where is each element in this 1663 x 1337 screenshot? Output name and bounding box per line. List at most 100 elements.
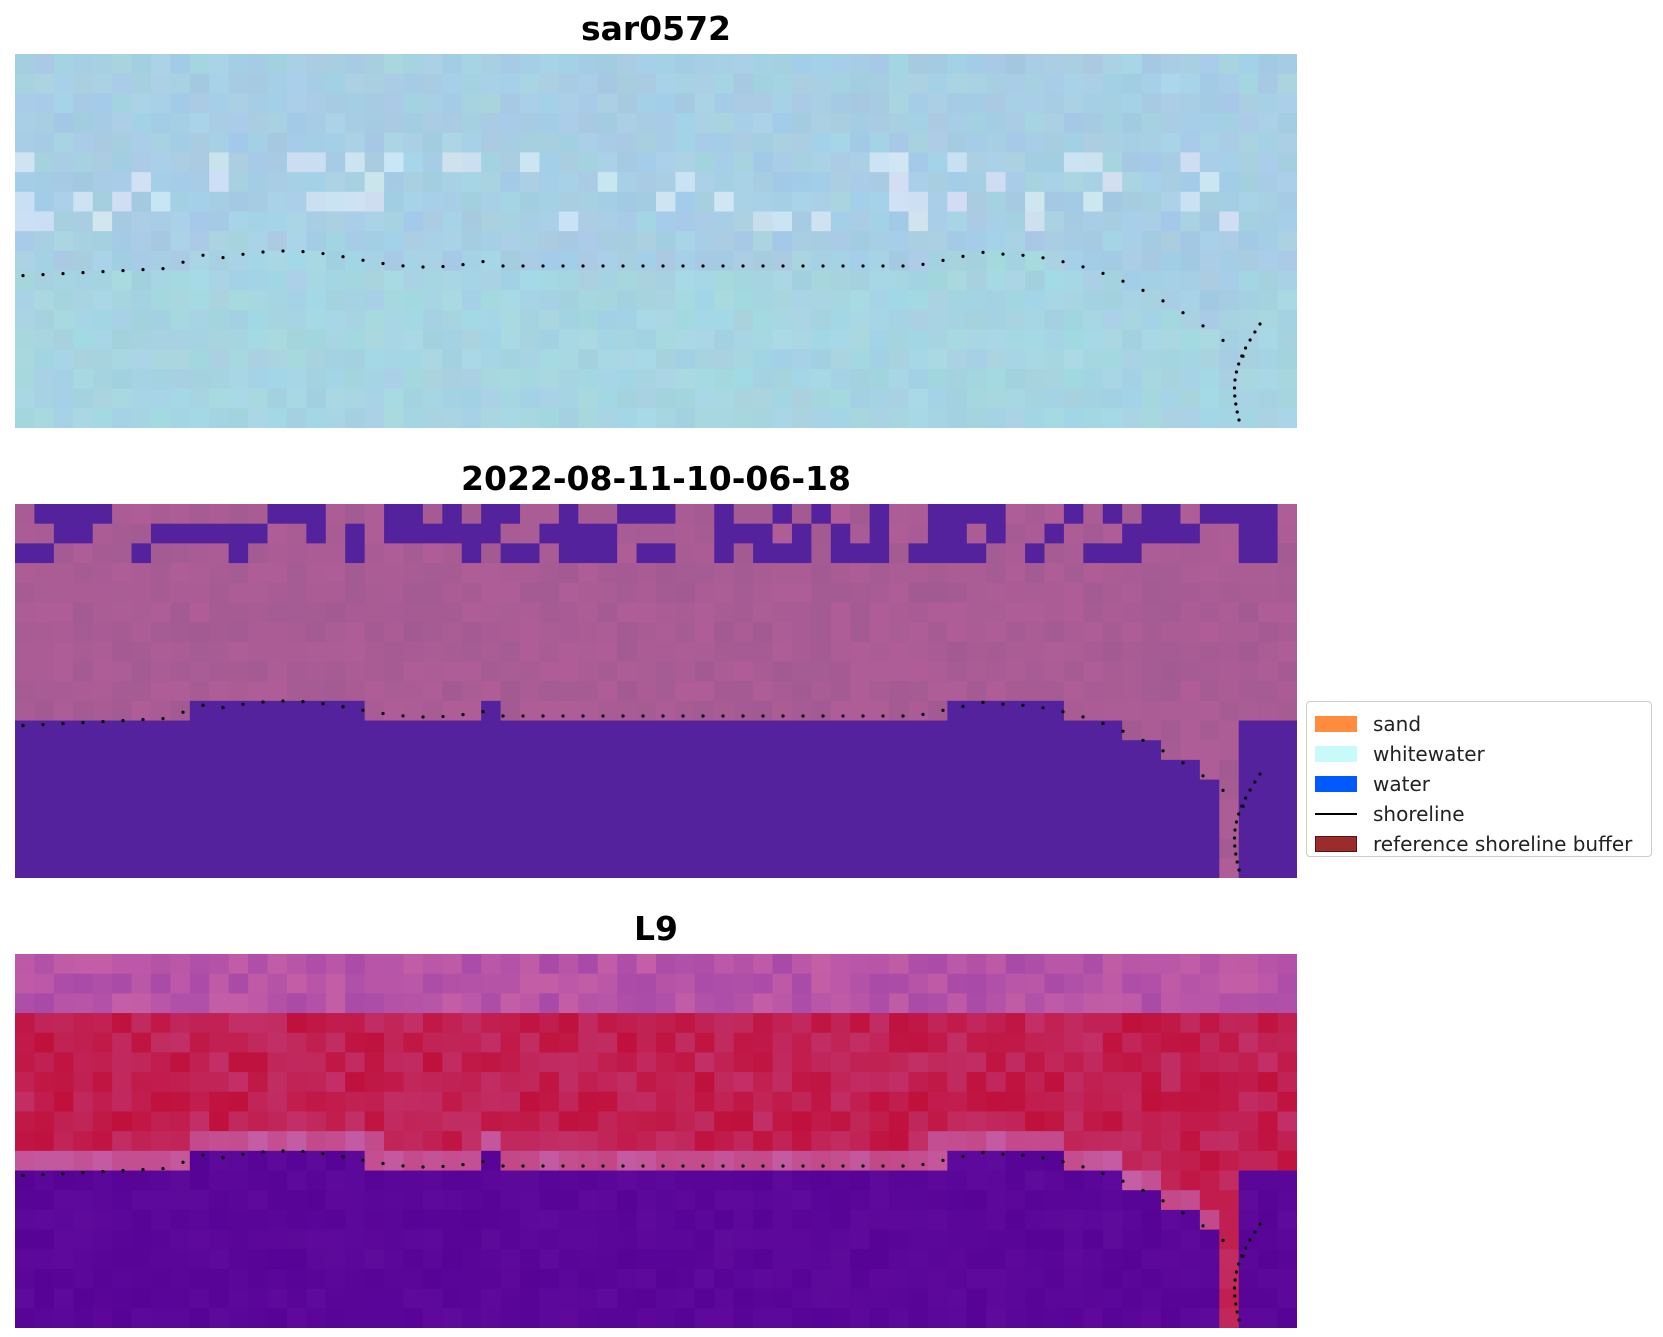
pixel-cell <box>53 113 74 134</box>
pixel-cell <box>364 1190 385 1211</box>
pixel-cell <box>306 1249 327 1270</box>
pixel-cell <box>306 858 327 878</box>
pixel-cell <box>150 1229 171 1250</box>
pixel-cell <box>830 1229 851 1250</box>
pixel-cell <box>112 563 133 584</box>
pixel-cell <box>1161 799 1182 820</box>
pixel-cell <box>539 329 560 350</box>
pixel-cell <box>53 818 74 840</box>
pixel-cell <box>772 408 793 428</box>
pixel-cell <box>500 1091 521 1113</box>
pixel-cell <box>209 231 230 252</box>
pixel-cell <box>791 1111 812 1132</box>
shoreline-point <box>901 1164 905 1168</box>
pixel-cell <box>461 543 482 564</box>
shoreline-point <box>1237 868 1241 872</box>
pixel-cell <box>733 973 754 994</box>
pixel-cell <box>597 582 618 604</box>
pixel-cell <box>1238 368 1259 390</box>
pixel-cell <box>209 250 230 272</box>
pixel-cell <box>34 152 55 173</box>
pixel-cell <box>1219 54 1240 75</box>
pixel-cell <box>869 329 890 350</box>
pixel-cell <box>830 1150 851 1172</box>
pixel-cell <box>636 641 657 663</box>
pixel-cell <box>986 1249 1007 1270</box>
pixel-cell <box>1083 1249 1104 1270</box>
pixel-cell <box>850 309 871 331</box>
pixel-cell <box>539 231 560 252</box>
pixel-cell <box>248 388 269 409</box>
pixel-cell <box>170 740 191 761</box>
pixel-cell <box>1219 700 1240 722</box>
pixel-cell <box>345 993 366 1014</box>
pixel-cell <box>733 700 754 722</box>
pixel-cell <box>830 408 851 428</box>
pixel-cell <box>422 681 443 702</box>
pixel-cell <box>1219 799 1240 820</box>
pixel-cell <box>636 290 657 311</box>
pixel-cell <box>1199 1209 1220 1231</box>
pixel-cell <box>34 191 55 213</box>
pixel-cell <box>811 231 832 252</box>
pixel-cell <box>248 1072 269 1093</box>
pixel-cell <box>1258 1013 1279 1034</box>
legend-item-sand: sand <box>1315 710 1421 738</box>
shoreline-point <box>241 1152 245 1156</box>
pixel-cell <box>248 368 269 390</box>
pixel-cell <box>908 1150 929 1172</box>
pixel-cell <box>131 408 152 428</box>
pixel-cell <box>461 720 482 741</box>
pixel-cell <box>53 740 74 761</box>
pixel-cell <box>830 1052 851 1073</box>
pixel-cell <box>1219 231 1240 252</box>
shoreline-point <box>601 1164 605 1168</box>
pixel-cell <box>209 191 230 213</box>
pixel-cell <box>15 700 36 722</box>
pixel-cell <box>1180 954 1201 975</box>
pixel-cell <box>811 388 832 409</box>
pixel-cell <box>34 1229 55 1250</box>
pixel-cell <box>1005 504 1026 525</box>
shoreline-point <box>481 710 485 714</box>
pixel-cell <box>694 700 715 722</box>
pixel-cell <box>73 973 94 994</box>
pixel-cell <box>578 172 599 193</box>
pixel-cell <box>1161 329 1182 350</box>
pixel-cell <box>889 818 910 840</box>
pixel-cell <box>1005 1013 1026 1034</box>
pixel-cell <box>889 1091 910 1113</box>
pixel-cell <box>112 799 133 820</box>
pixel-cell <box>73 504 94 525</box>
pixel-cell <box>947 818 968 840</box>
pixel-cell <box>927 152 948 173</box>
pixel-cell <box>150 1209 171 1231</box>
pixel-cell <box>1141 1091 1162 1113</box>
pixel-cell <box>694 152 715 173</box>
pixel-cell <box>986 270 1007 291</box>
pixel-cell <box>733 73 754 94</box>
pixel-cell <box>986 172 1007 193</box>
pixel-cell <box>656 309 677 331</box>
pixel-cell <box>1199 973 1220 994</box>
pixel-cell <box>947 993 968 1014</box>
pixel-cell <box>1219 1150 1240 1172</box>
pixel-cell <box>34 1170 55 1191</box>
pixel-cell <box>170 309 191 331</box>
pixel-cell <box>189 641 210 663</box>
pixel-cell <box>364 231 385 252</box>
pixel-cell <box>267 329 288 350</box>
pixel-cell <box>694 858 715 878</box>
pixel-cell <box>112 309 133 331</box>
pixel-cell <box>539 993 560 1014</box>
pixel-cell <box>442 1032 463 1054</box>
pixel-cell <box>791 1170 812 1191</box>
pixel-cell <box>1063 1268 1084 1290</box>
pixel-cell <box>947 1111 968 1132</box>
pixel-cell <box>675 1032 696 1054</box>
pixel-cell <box>811 641 832 663</box>
pixel-cell <box>73 563 94 584</box>
pixel-cell <box>1141 152 1162 173</box>
pixel-cell <box>345 1032 366 1054</box>
pixel-cell <box>1083 1150 1104 1172</box>
